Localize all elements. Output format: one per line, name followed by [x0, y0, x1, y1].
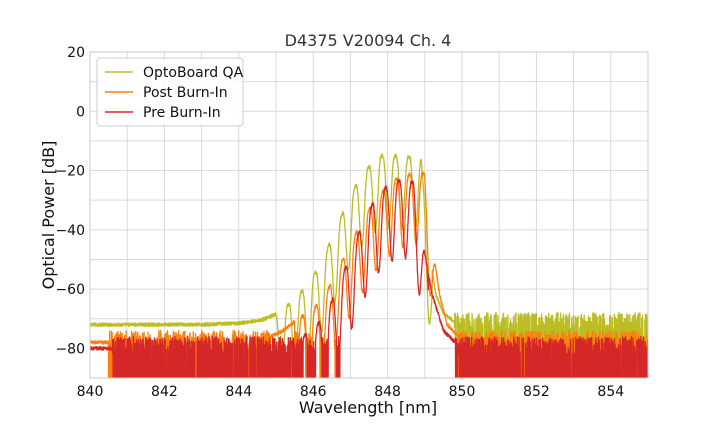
legend-label-post-burn-in: Post Burn-In — [143, 85, 228, 101]
y-tick-label: 20 — [67, 45, 85, 61]
y-axis-label: Optical Power [dB] — [39, 141, 58, 290]
y-tick-label: −20 — [55, 164, 85, 180]
y-tick-label: 0 — [76, 104, 85, 120]
x-tick-label: 840 — [77, 384, 104, 400]
series-layer — [90, 153, 648, 378]
legend-box — [96, 57, 244, 127]
x-axis-ticks: 840 842 844 846 848 850 852 854 — [77, 384, 625, 400]
legend-label-pre-burn-in: Pre Burn-In — [143, 105, 221, 121]
plot-frame — [89, 51, 649, 379]
x-tick-label: 854 — [597, 384, 624, 400]
series-line-optoboard-qa — [90, 153, 648, 378]
x-tick-label: 846 — [300, 384, 327, 400]
y-tick-label: −80 — [55, 341, 85, 357]
y-axis-ticks: 20 0 −20 −40 −60 −80 — [55, 45, 85, 357]
x-tick-label: 850 — [449, 384, 476, 400]
x-tick-label: 848 — [374, 384, 401, 400]
chart-title: D4375 V20094 Ch. 4 — [285, 31, 452, 50]
x-tick-label: 842 — [151, 384, 178, 400]
x-tick-label: 844 — [225, 384, 252, 400]
series-line-post-burn-in — [90, 171, 648, 378]
x-axis-label: Wavelength [nm] — [299, 398, 437, 417]
legend: OptoBoard QA Post Burn-In Pre Burn-In — [96, 57, 244, 127]
x-tick-label: 852 — [523, 384, 550, 400]
legend-label-optoboard-qa: OptoBoard QA — [143, 65, 244, 81]
series-line-pre-burn-in — [90, 178, 648, 378]
y-tick-label: −40 — [55, 223, 85, 239]
y-tick-label: −60 — [55, 282, 85, 298]
